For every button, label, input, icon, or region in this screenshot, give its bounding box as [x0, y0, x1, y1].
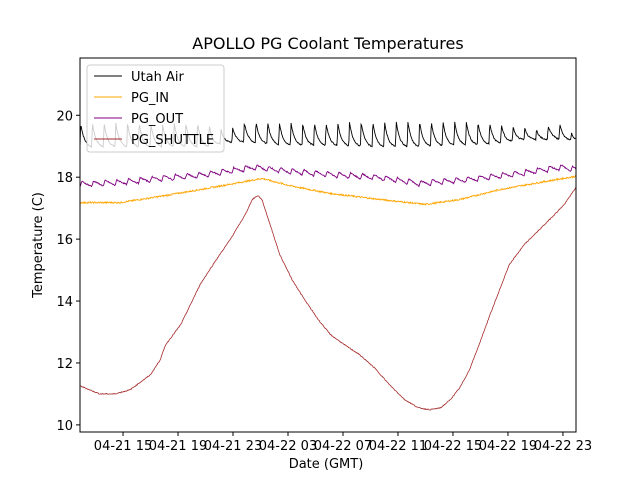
series-line-pg-in: [79, 174, 577, 206]
legend: Utah Air PG_IN PG_OUT PG_SHUTTLE: [86, 64, 225, 153]
x-tick-label: 04-21 19: [149, 439, 207, 454]
legend-box: [86, 64, 225, 153]
axes-frame: [79, 57, 577, 433]
series-line-pg-shuttle: [79, 187, 577, 411]
y-tick-label: 14: [56, 295, 73, 310]
x-tick-label: 04-22 07: [314, 439, 372, 454]
x-axis-label: Date (GMT): [289, 457, 364, 472]
x-tick-label: 04-22 11: [369, 439, 427, 454]
y-axis-label: Temperature (C): [31, 192, 46, 299]
x-tick-label: 04-22 03: [259, 439, 317, 454]
y-tick-label: 20: [56, 109, 73, 124]
x-tick-label: 04-22 19: [479, 439, 537, 454]
legend-label-pg-out: PG_OUT: [131, 112, 183, 127]
legend-label-pg-in: PG_IN: [131, 91, 169, 106]
legend-label-utah-air: Utah Air: [131, 70, 184, 85]
chart-title: APOLLO PG Coolant Temperatures: [192, 34, 463, 53]
y-tick-label: 10: [56, 419, 73, 434]
y-tick-label: 18: [56, 171, 73, 186]
series-line-pg-out: [79, 164, 577, 188]
x-tick-label: 04-22 23: [534, 439, 592, 454]
y-tick-label: 16: [56, 233, 73, 248]
y-tick-label: 12: [56, 357, 73, 372]
x-tick-label: 04-21 23: [204, 439, 262, 454]
legend-label-pg-shuttle: PG_SHUTTLE: [131, 133, 214, 148]
y-axis: 10 12 14 16 18 20: [56, 109, 80, 434]
x-tick-label: 04-21 15: [94, 439, 152, 454]
x-tick-label: 04-22 15: [424, 439, 482, 454]
